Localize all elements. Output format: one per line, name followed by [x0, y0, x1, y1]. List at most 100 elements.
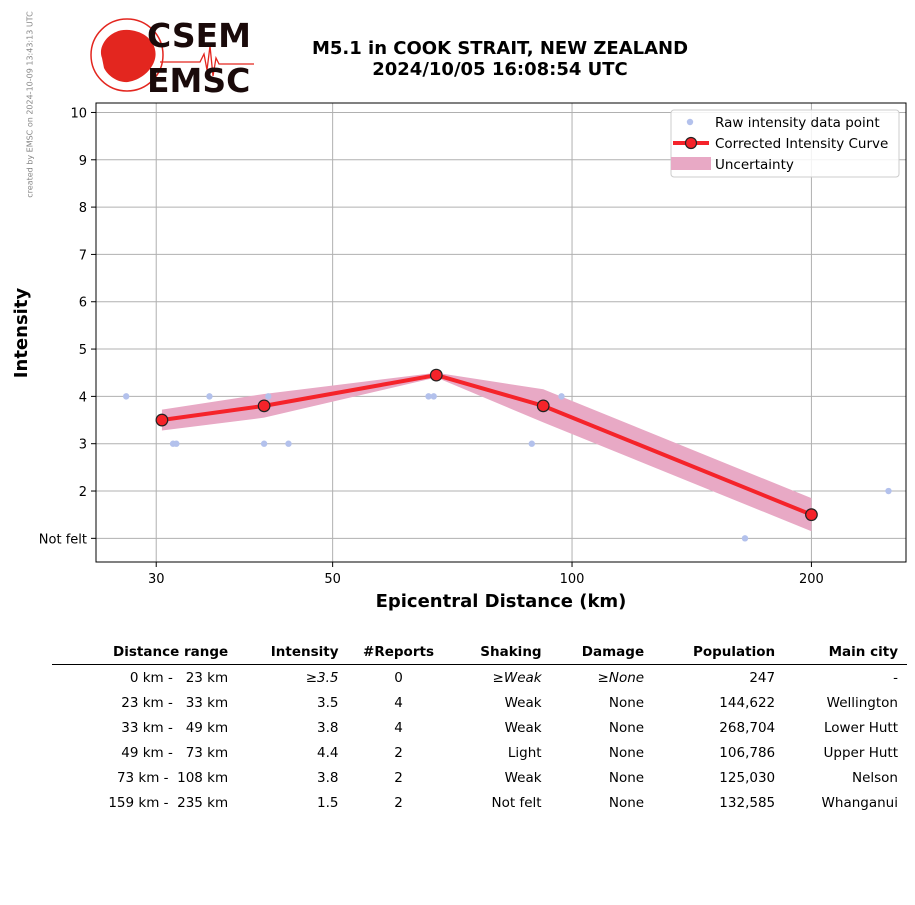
table-header-row: Distance range Intensity #Reports Shakin…	[52, 640, 907, 665]
y-tick-label: 5	[79, 343, 87, 358]
chart-legend: Raw intensity data point Corrected Inten…	[670, 109, 900, 178]
logo-text-emsc: EMSC	[147, 61, 250, 96]
row-population: 268,704	[719, 719, 776, 736]
curve-marker	[257, 399, 271, 413]
row-population: 125,030	[719, 769, 776, 786]
x-axis-ticks: 30 50 100 200	[148, 562, 824, 587]
row-main-city: -	[893, 669, 898, 686]
raw-data-point	[558, 393, 565, 400]
row-main-city: Wellington	[826, 694, 898, 711]
y-axis-ticks: Not felt 2 3 4 5 6 7 8 9 10	[39, 106, 96, 547]
raw-data-point	[260, 440, 268, 447]
x-tick-label: 30	[148, 572, 165, 587]
table-row: 0 km - 23 km ≥3.5 0 ≥Weak ≥None 247 -	[52, 665, 907, 691]
row-population: 144,622	[719, 694, 776, 711]
row-intensity: 4.4	[317, 744, 339, 761]
row-reports: 4	[394, 694, 403, 711]
y-tick-label: 10	[70, 106, 87, 121]
row-distance-range: 0 km - 23 km	[121, 669, 229, 686]
legend-raw-marker	[686, 118, 694, 126]
row-damage: ≥None	[597, 669, 645, 686]
row-shaking: Light	[507, 744, 542, 761]
row-shaking: Not felt	[491, 794, 542, 811]
row-population: 132,585	[719, 794, 776, 811]
title-line-event: M5.1 in COOK STRAIT, NEW ZEALAND	[311, 38, 689, 59]
y-tick-label: 2	[79, 485, 87, 500]
y-tick-label: Not felt	[39, 532, 87, 547]
row-shaking: Weak	[504, 694, 542, 711]
header-intensity: Intensity	[237, 640, 348, 665]
curve-marker	[429, 368, 443, 382]
row-distance-range: 49 km - 73 km	[121, 744, 229, 761]
row-damage: None	[608, 694, 645, 711]
y-tick-label: 8	[79, 201, 87, 216]
raw-data-point	[265, 393, 272, 400]
row-intensity: 3.8	[317, 719, 339, 736]
raw-points	[122, 393, 892, 542]
row-population: 247	[749, 669, 776, 686]
row-intensity: ≥3.5	[305, 669, 339, 686]
raw-data-point	[206, 393, 213, 400]
row-intensity: 3.5	[317, 694, 339, 711]
curve-marker	[536, 399, 550, 413]
row-reports: 2	[394, 744, 403, 761]
x-tick-label: 100	[560, 572, 585, 587]
row-reports: 2	[394, 769, 403, 786]
header-shaking: Shaking	[449, 640, 551, 665]
plot-frame	[95, 102, 907, 563]
row-main-city: Lower Hutt	[823, 719, 898, 736]
row-main-city: Whanganui	[821, 794, 898, 811]
legend-band-label: Uncertainty	[715, 157, 794, 173]
logo-seismogram	[160, 45, 254, 77]
row-damage: None	[608, 794, 645, 811]
header-reports: #Reports	[347, 640, 450, 665]
uncertainty-area	[161, 372, 812, 532]
intensity-curve	[155, 368, 818, 522]
row-shaking: Weak	[504, 719, 542, 736]
row-main-city: Nelson	[851, 769, 898, 786]
raw-data-point	[122, 393, 130, 400]
title-line-date: 2024/10/05 16:08:54 UTC	[372, 59, 628, 80]
row-intensity: 3.8	[317, 769, 339, 786]
row-damage: None	[608, 769, 645, 786]
y-tick-label: 7	[79, 248, 87, 263]
raw-data-point	[885, 487, 892, 495]
row-reports: 0	[394, 669, 403, 686]
legend-box	[670, 109, 900, 178]
y-tick-label: 6	[79, 296, 87, 311]
legend-raw-label: Raw intensity data point	[715, 115, 880, 131]
intensity-chart: 30 50 100 200 Not felt 2 3 4 5 6 7 8 9 10 Epicentral…	[11, 102, 907, 612]
logo-globe-ring	[90, 18, 164, 92]
intensity-table: Distance range Intensity #Reports Shakin…	[52, 640, 907, 815]
header-damage: Damage	[550, 640, 654, 665]
legend-band-swatch	[671, 157, 711, 170]
row-distance-range: 73 km - 108 km	[116, 769, 229, 786]
table-row: 33 km - 49 km 3.8 4 Weak None 268,704 Lower Hu…	[52, 715, 907, 740]
legend-curve-marker	[684, 136, 698, 150]
raw-data-point	[173, 440, 180, 447]
raw-data-point	[528, 440, 535, 447]
header-main-city: Main city	[784, 640, 907, 665]
row-population: 106,786	[719, 744, 776, 761]
curve-marker	[805, 508, 818, 522]
table-row: 159 km - 235 km 1.5 2 Not felt None 132,585 Wh…	[52, 790, 907, 815]
chart-title: M5.1 in COOK STRAIT, NEW ZEALAND 2024/10…	[270, 38, 730, 80]
row-main-city: Upper Hutt	[823, 744, 898, 761]
row-reports: 4	[394, 719, 403, 736]
y-tick-label: 9	[79, 154, 87, 169]
x-tick-label: 50	[324, 572, 341, 587]
table-row: 73 km - 108 km 3.8 2 Weak None 125,030 Nelson	[52, 765, 907, 790]
table-row: 49 km - 73 km 4.4 2 Light None 106,786 Upper H…	[52, 740, 907, 765]
row-damage: None	[608, 719, 645, 736]
raw-data-point	[425, 393, 432, 400]
y-tick-label: 4	[79, 390, 87, 405]
header-distance-range: Distance range	[52, 640, 238, 665]
row-shaking: Weak	[504, 769, 542, 786]
raw-data-point	[285, 440, 292, 447]
table-row: 23 km - 33 km 3.5 4 Weak None 144,622 Wellingt…	[52, 690, 907, 715]
row-distance-range: 159 km - 235 km	[108, 794, 229, 811]
row-damage: None	[608, 744, 645, 761]
raw-data-point	[430, 393, 437, 400]
y-axis-label: Intensity	[11, 288, 32, 379]
curve-marker	[155, 413, 169, 427]
